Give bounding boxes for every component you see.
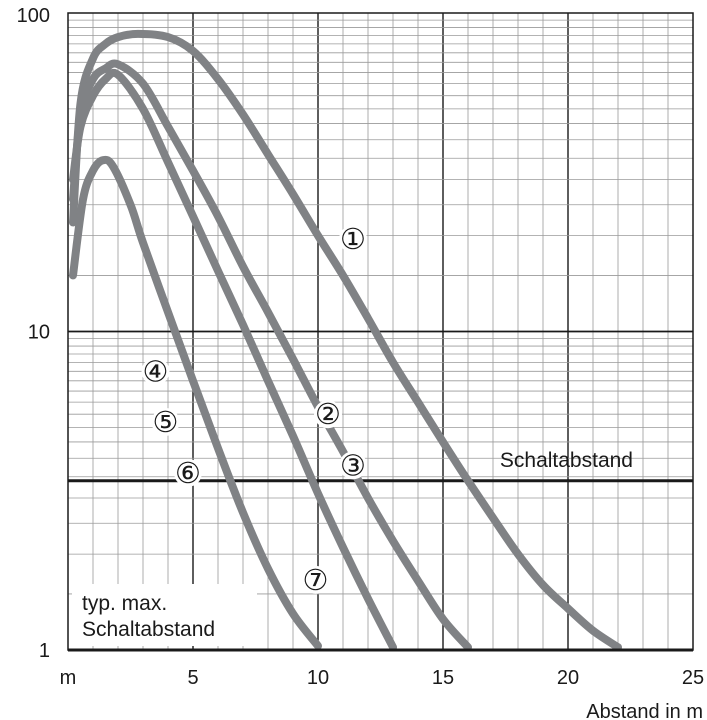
y-tick-label: 1 [39, 640, 50, 662]
x-tick-label: 20 [557, 667, 579, 689]
curve-label-bg [339, 225, 367, 254]
curve-label: ③ [339, 448, 367, 482]
x-tick-label: 10 [307, 667, 329, 689]
grid-lines [68, 13, 693, 650]
curve-label-bg [314, 400, 342, 429]
x-tick-label: 5 [187, 667, 198, 689]
ref-line-label-group: Schaltabstand [500, 449, 633, 472]
curve-label-text: ④ [143, 354, 169, 388]
curve-series-2 [69, 59, 472, 652]
curve-label-text: ⑦ [303, 563, 329, 597]
curve-label: ④ [141, 354, 170, 388]
curve-label-text: ⑤ [153, 405, 179, 439]
curve-series-4 [69, 155, 322, 650]
curve-label-text: ③ [340, 448, 366, 482]
curve-label-bg [141, 357, 170, 386]
curve-series-1 [69, 29, 622, 652]
curve-series-3 [69, 68, 397, 652]
y-tick-label: 10 [28, 322, 50, 344]
curve-label: ② [314, 397, 342, 431]
curve-label-bg [339, 451, 367, 480]
curve-label: ① [339, 222, 367, 256]
y-tick-label: 100 [17, 5, 50, 27]
curve-label-text: ① [340, 222, 366, 256]
curve-label: ⑦ [301, 563, 330, 597]
x-axis-title: Abstand in m [586, 701, 703, 720]
x-tick-label: m [60, 667, 77, 689]
curve-label: ⑤ [151, 405, 180, 439]
plot-frame [67, 12, 694, 652]
curve-label-bg [174, 458, 202, 487]
curve-labels: ① ② ③ ④ ⑤ ⑥ ⑦ [141, 222, 367, 597]
data-series [69, 29, 622, 652]
annotation-line-1: typ. max. [82, 592, 167, 615]
annotation-box: typ. max. Schaltabstand [72, 584, 257, 646]
y-tick-labels: 1 10 100 [17, 5, 50, 662]
x-tick-label: 15 [432, 667, 454, 689]
curve-label-bg [151, 407, 180, 436]
ref-line-label: Schaltabstand [500, 449, 633, 472]
curve-label-text: ② [315, 397, 341, 431]
x-tick-labels: m 5 10 15 20 25 [60, 667, 704, 689]
x-tick-label: 25 [682, 667, 704, 689]
curve-label: ⑥ [174, 456, 202, 490]
curve-label-text: ⑥ [175, 456, 201, 490]
curve-label-bg [301, 565, 330, 594]
annotation-line-2: Schaltabstand [82, 618, 215, 641]
